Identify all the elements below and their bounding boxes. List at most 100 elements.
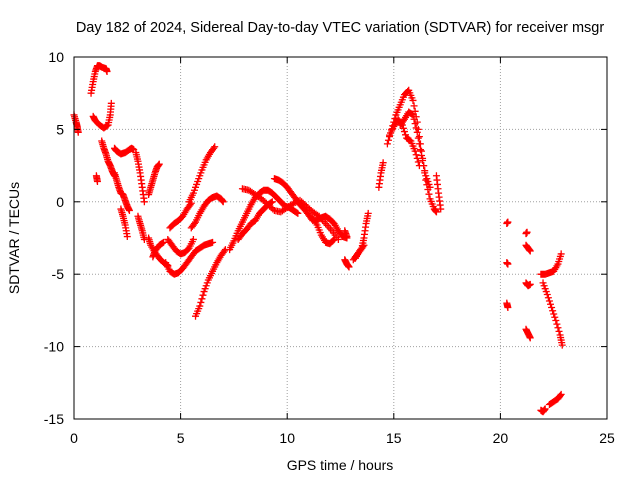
data-point <box>293 209 301 217</box>
data-point <box>543 290 551 298</box>
x-tick-label: 10 <box>279 430 295 446</box>
data-point <box>526 280 534 288</box>
data-point <box>190 220 198 228</box>
data-point <box>160 238 168 246</box>
data-point <box>420 162 428 170</box>
x-tick-label: 25 <box>599 430 615 446</box>
data-point <box>294 209 302 217</box>
data-point <box>415 133 423 141</box>
data-point <box>329 237 337 245</box>
x-tick-label: 5 <box>177 430 185 446</box>
data-point <box>548 304 556 312</box>
data-point <box>219 198 227 206</box>
data-point <box>103 67 111 75</box>
data-point <box>549 307 557 315</box>
x-tick-label: 20 <box>493 430 509 446</box>
data-point <box>74 128 82 136</box>
data-point <box>379 159 387 167</box>
data-point <box>211 143 219 151</box>
data-point <box>523 228 531 236</box>
y-tick-label: -5 <box>52 266 65 282</box>
data-point <box>410 102 418 110</box>
data-point <box>416 146 424 154</box>
data-point <box>504 304 512 312</box>
y-tick-labels: 10 5 0 -5 -10 -15 <box>44 49 64 427</box>
data-point <box>209 238 217 246</box>
data-point <box>415 140 423 148</box>
data-point <box>418 151 426 159</box>
x-tick-labels: 0 5 10 15 20 25 <box>70 430 615 446</box>
grid-lines <box>74 57 607 419</box>
data-point <box>409 111 417 119</box>
data-point <box>198 295 206 303</box>
x-axis-label: GPS time / hours <box>287 457 394 473</box>
data-point <box>402 131 410 139</box>
data-point <box>384 136 392 144</box>
data-point <box>345 263 353 271</box>
y-tick-label: 5 <box>56 121 64 137</box>
data-point <box>544 294 552 302</box>
data-point <box>413 154 421 162</box>
data-point <box>210 144 218 152</box>
data-point <box>359 243 367 251</box>
plot-frame <box>73 56 608 420</box>
data-point <box>409 96 417 104</box>
data-point <box>553 320 561 328</box>
data-point <box>504 260 512 268</box>
data-point <box>526 247 534 255</box>
y-tick-label: -15 <box>44 411 64 427</box>
data-point <box>364 209 372 217</box>
data-point <box>400 128 408 136</box>
data-point <box>554 324 562 332</box>
data-point <box>556 391 564 399</box>
data-point <box>437 205 445 213</box>
data-point <box>426 183 434 191</box>
data-point <box>545 297 553 305</box>
data-point <box>196 302 204 310</box>
data-point <box>383 140 391 148</box>
data-point <box>123 233 131 241</box>
data-point <box>411 147 419 155</box>
y-tick-label: -10 <box>44 339 64 355</box>
data-point <box>412 124 420 132</box>
data-point <box>410 115 418 123</box>
data-point <box>557 250 565 258</box>
x-tick-label: 15 <box>386 430 402 446</box>
data-point <box>504 218 512 226</box>
data-point <box>220 247 228 255</box>
data-point <box>343 233 351 241</box>
data-point <box>408 110 416 118</box>
data-point <box>360 241 368 249</box>
data-point <box>155 160 163 168</box>
data-point <box>103 122 111 130</box>
data-point <box>413 128 421 136</box>
y-tick-label: 0 <box>56 194 64 210</box>
data-point <box>199 291 207 299</box>
data-point <box>412 151 420 159</box>
x-tick-label: 0 <box>70 430 78 446</box>
data-point <box>425 190 433 198</box>
data-point <box>419 157 427 165</box>
data-point <box>547 300 555 308</box>
data-point <box>107 99 115 107</box>
data-point <box>551 313 559 321</box>
data-point <box>557 390 565 398</box>
axis-ticks <box>73 56 608 420</box>
data-point <box>414 158 422 166</box>
data-point <box>411 120 419 128</box>
data-point <box>550 310 558 318</box>
data-point <box>414 134 422 142</box>
data-point <box>526 334 534 342</box>
data-point <box>330 235 338 243</box>
data-point <box>189 235 197 243</box>
data-point <box>541 405 549 413</box>
data-point <box>555 327 563 335</box>
data-point <box>158 239 166 247</box>
data-point <box>93 178 101 186</box>
data-point <box>399 124 407 132</box>
data-point <box>432 208 440 216</box>
chart-title: Day 182 of 2024, Sidereal Day-to-day VTE… <box>76 20 605 36</box>
data-point <box>268 198 276 206</box>
data-point <box>552 317 560 325</box>
